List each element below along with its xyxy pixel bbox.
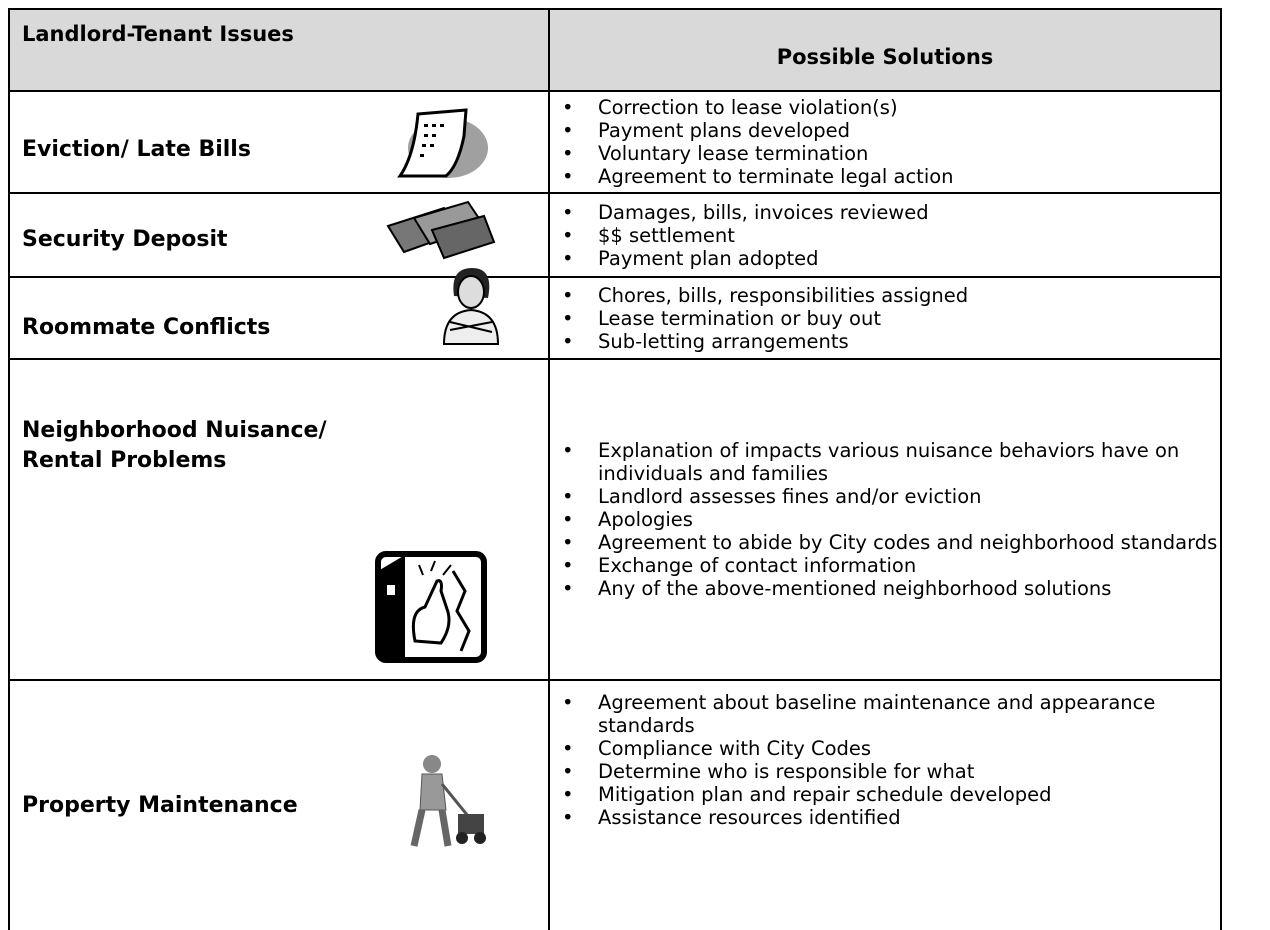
solutions: Agreement about baseline maintenance and… xyxy=(550,691,1220,829)
header-cell: Landlord-Tenant Issues xyxy=(8,8,550,92)
issues-table: Landlord-Tenant Issues Possible Solution… xyxy=(8,8,1222,930)
mower-icon xyxy=(410,755,486,847)
solutions: Chores, bills, responsibilities assigned… xyxy=(550,284,1220,353)
solution-item: Exchange of contact information xyxy=(562,554,1220,577)
row: Roommate Conflicts Chores, bills, respon… xyxy=(8,276,1222,360)
issue: Roommate Conflicts xyxy=(22,315,271,340)
solution-item: Agreement about baseline maintenance and… xyxy=(562,691,1220,737)
header-cell: Possible Solutions xyxy=(548,8,1222,92)
solutions: Correction to lease violation(s)Payment … xyxy=(550,96,1220,188)
solution-item: Mitigation plan and repair schedule deve… xyxy=(562,783,1220,806)
solution-item: Damages, bills, invoices reviewed xyxy=(562,201,1220,224)
solution-item: Sub-letting arrangements xyxy=(562,330,1220,353)
solution-item: Compliance with City Codes xyxy=(562,737,1220,760)
solution-item: Correction to lease violation(s) xyxy=(562,96,1220,119)
solution-item: Payment plans developed xyxy=(562,119,1220,142)
row: Eviction/ Late Bills Correction to lease… xyxy=(8,90,1222,194)
solutions: Explanation of impacts various nuisance … xyxy=(550,439,1220,600)
issue: Neighborhood Nuisance/ Rental Problems xyxy=(22,418,327,473)
solution-item: Landlord assesses fines and/or eviction xyxy=(562,485,1220,508)
header-row: Landlord-Tenant Issues Possible Solution… xyxy=(8,8,1222,92)
solution-item: Agreement to terminate legal action xyxy=(562,165,1220,188)
issue: Security Deposit xyxy=(22,227,228,252)
row: Security Deposit Damages, bills, invoice… xyxy=(8,192,1222,278)
noise-icon xyxy=(375,551,487,663)
solution-item: $$ settlement xyxy=(562,224,1220,247)
money-icon xyxy=(386,200,496,260)
solutions: Damages, bills, invoices reviewed$$ sett… xyxy=(550,201,1220,270)
issue: Eviction/ Late Bills xyxy=(22,137,251,162)
solution-item: Chores, bills, responsibilities assigned xyxy=(562,284,1220,307)
row: Property Maintenance Agreement about bas… xyxy=(8,679,1222,930)
solution-item: Determine who is responsible for what xyxy=(562,760,1220,783)
solution-item: Any of the above-mentioned neighborhood … xyxy=(562,577,1220,600)
receipt-icon xyxy=(397,108,488,178)
row: Neighborhood Nuisance/ Rental Problems E… xyxy=(8,358,1222,681)
roommate-icon xyxy=(442,268,500,345)
solution-item: Agreement to abide by City codes and nei… xyxy=(562,531,1220,554)
solution-item: Lease termination or buy out xyxy=(562,307,1220,330)
solution-item: Voluntary lease termination xyxy=(562,142,1220,165)
solution-item: Explanation of impacts various nuisance … xyxy=(562,439,1220,485)
issue: Property Maintenance xyxy=(22,793,298,818)
solution-item: Payment plan adopted xyxy=(562,247,1220,270)
solution-item: Apologies xyxy=(562,508,1220,531)
solution-item: Assistance resources identified xyxy=(562,806,1220,829)
